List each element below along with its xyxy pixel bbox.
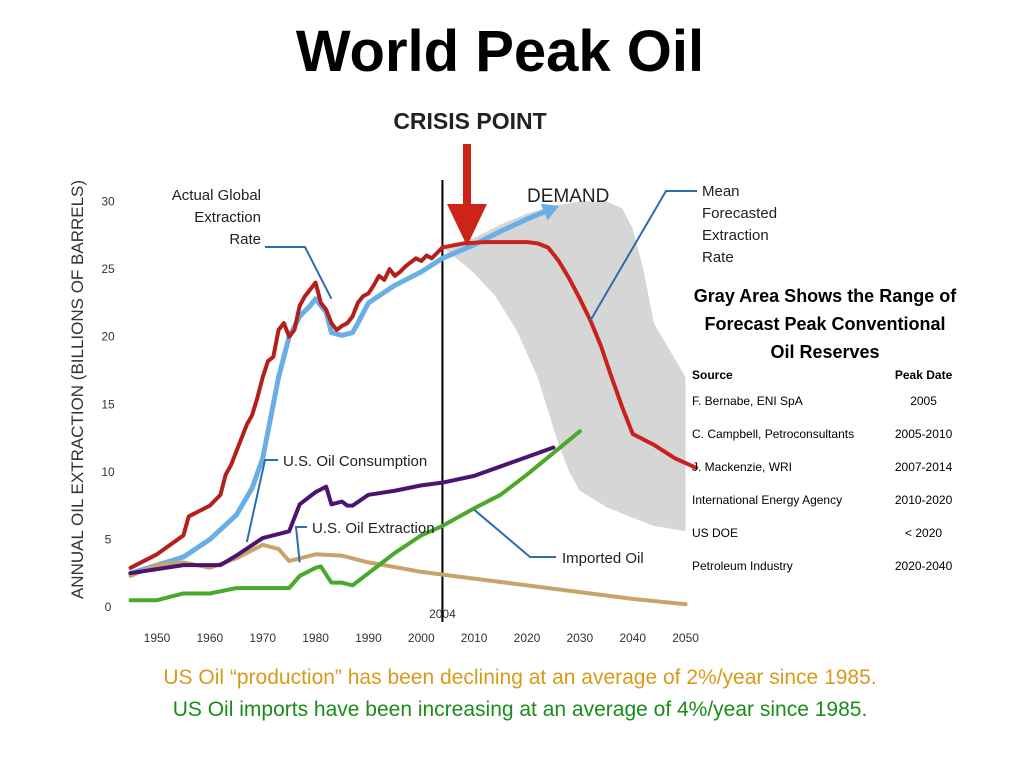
x-tick-label: 1980 [302,631,329,645]
series-line-mean-forecast [440,240,699,470]
demand-arrowhead [540,203,559,221]
callout-label-us-extraction: U.S. Oil Extraction [312,520,435,537]
crisis-arrow-head [447,204,487,246]
x-tick-label: 2020 [514,631,541,645]
series-line-actual [128,245,445,570]
series-line-us-consumption [128,445,556,576]
crisis-arrow-shaft [463,144,471,206]
callout-line-us-extraction [294,526,307,563]
column-header-source: Source [692,368,733,382]
table-cell-peak-date: 2007-2014 [894,459,953,474]
x-tick-label: 2000 [408,631,435,645]
footer-production-note: US Oil “production” has been declining a… [163,666,877,689]
table-cell-source: F. Bernabe, ENI SpA [692,393,803,408]
demand-label: DEMAND [527,186,609,207]
peak-forecast-table: Source Peak Date F. Bernabe, ENI SpA 200… [690,366,960,582]
x-tick-label: 1960 [197,631,224,645]
label-layer: CRISIS POINT Actual Global Extraction Rate D… [172,108,777,567]
marker-label-2004: 2004 [429,607,456,621]
x-tick-label: 2050 [672,631,699,645]
series-layer [128,203,699,607]
y-tick-label: 10 [101,465,115,479]
y-tick-label: 20 [101,330,115,344]
x-tick-label: 2010 [461,631,488,645]
crisis-point-label: CRISIS POINT [393,108,546,134]
y-tick-label: 0 [105,600,112,614]
table-cell-peak-date: 2005 [910,393,937,408]
table-row: F. Bernabe, ENI SpA 2005 [690,384,960,417]
callout-label-us-consumption: U.S. Oil Consumption [283,453,427,470]
y-tick-label: 30 [101,195,115,209]
table-row: J. Mackenzie, WRI 2007-2014 [690,450,960,483]
table-cell-peak-date: < 2020 [905,525,943,540]
table-cell-source: US DOE [692,525,739,540]
callout-label-mean-forecast: Mean Forecasted Extraction Rate [702,183,777,266]
x-tick-label: 1950 [144,631,171,645]
y-tick-label: 5 [105,532,112,546]
peak-oil-chart: 0 5 10 15 20 25 30 1950 1960 1970 1980 1990 2000 2010… [68,108,777,645]
table-cell-source: J. Mackenzie, WRI [692,459,793,474]
forecast-band [442,201,686,532]
x-tick-label: 2030 [567,631,594,645]
column-header-peak-date: Peak Date [894,368,953,382]
table-cell-source: International Energy Agency [692,492,843,507]
callout-label-actual: Actual Global Extraction Rate [172,187,261,248]
slide-title: World Peak Oil [295,19,705,84]
table-cell-source: Petroleum Industry [692,558,793,573]
x-tick-label: 1970 [249,631,276,645]
axis-layer: 0 5 10 15 20 25 30 1950 1960 1970 1980 1990 2000 2010… [68,180,699,645]
table-cell-peak-date: 2010-2020 [894,492,953,507]
callout-label-imported: Imported Oil [562,550,644,567]
forecast-band-layer [442,201,686,532]
callout-line-us-consumption [245,459,278,543]
table-row: Petroleum Industry 2020-2040 [690,549,960,582]
forecast-band-note: Gray Area Shows the Range of Forecast Pe… [693,286,957,362]
table-row: US DOE < 2020 [690,516,960,549]
callout-line-imported [473,508,556,558]
table-cell-peak-date: 2005-2010 [894,426,953,441]
table-row: C. Campbell, Petroconsultants 2005-2010 [690,417,960,450]
series-line-imported [128,429,582,603]
y-tick-label: 25 [101,262,115,276]
y-tick-label: 15 [101,397,115,411]
table-cell-source: C. Campbell, Petroconsultants [692,426,855,441]
table-header-row: Source Peak Date [690,366,960,384]
callout-line-mean-forecast [589,190,697,321]
table-cell-peak-date: 2020-2040 [894,558,953,573]
x-tick-label: 1990 [355,631,382,645]
table-row: International Energy Agency 2010-2020 [690,483,960,516]
footer-imports-note: US Oil imports have been increasing at a… [172,698,868,721]
x-tick-label: 2040 [619,631,646,645]
callout-line-actual [265,246,333,300]
y-axis-label: ANNUAL OIL EXTRACTION (BILLIONS OF BARRE… [68,180,87,599]
